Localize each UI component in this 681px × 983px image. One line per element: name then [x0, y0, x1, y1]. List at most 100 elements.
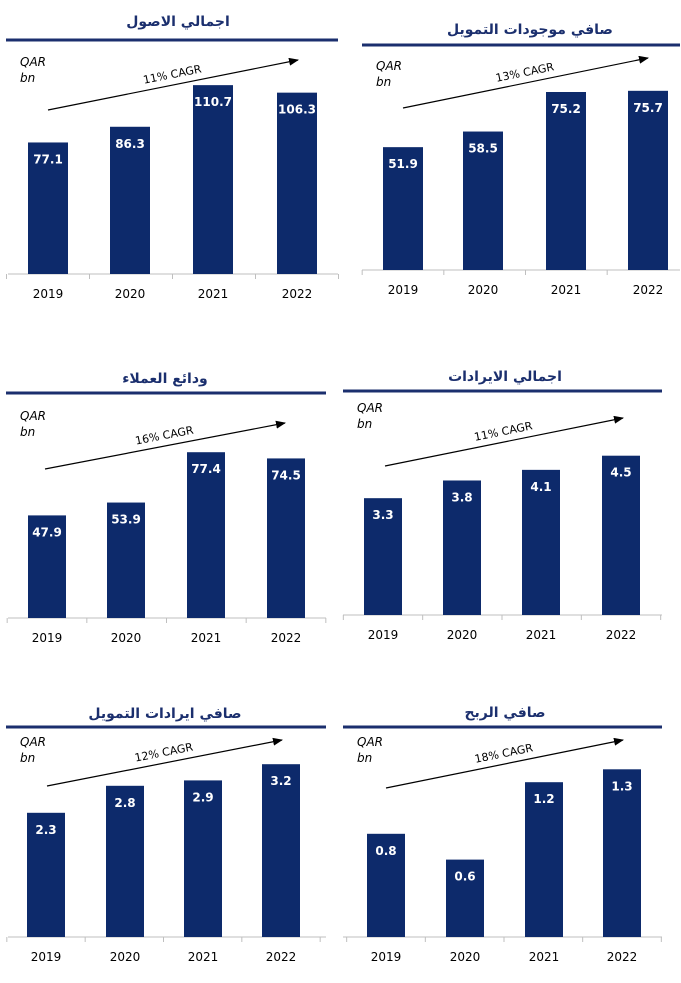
- chart-2-bar: [463, 131, 503, 270]
- chart-3-data-label: 77.4: [191, 462, 221, 476]
- chart-2-bar: [383, 147, 423, 270]
- chart-5-tick-label: 2020: [110, 950, 141, 964]
- chart-4-data-label: 4.5: [610, 466, 631, 480]
- chart-5-bar: [262, 764, 300, 937]
- chart-1-tick-label: 2019: [33, 287, 64, 301]
- chart-2-tick-label: 2021: [551, 283, 582, 297]
- chart-6-unit-line2: bn: [357, 751, 372, 765]
- chart-5-unit-line2: bn: [20, 751, 35, 765]
- chart-2-bar: [546, 92, 586, 270]
- chart-2-data-label: 75.2: [551, 102, 581, 116]
- chart-6-tick-label: 2022: [607, 950, 638, 964]
- chart-4-bar: [522, 469, 560, 615]
- chart-5-title: صافي ايرادات التمويل: [88, 706, 241, 722]
- chart-2-tick-label: 2019: [388, 283, 419, 297]
- chart-1-bar: [193, 85, 233, 274]
- chart-3-title: ودائع العملاء: [122, 371, 208, 387]
- chart-4-bar: [364, 498, 402, 615]
- chart-1-bar: [28, 142, 68, 274]
- chart-6-bar: [446, 859, 484, 937]
- chart-5-tick-label: 2021: [188, 950, 219, 964]
- chart-2-cagr-arrow: [402, 55, 649, 109]
- chart-1-unit-line1: QAR: [20, 55, 46, 69]
- chart-6-tick-label: 2020: [450, 950, 481, 964]
- chart-3-data-label: 74.5: [271, 468, 301, 482]
- chart-6-cagr-arrow: [385, 737, 624, 789]
- chart-1-tick-label: 2022: [282, 287, 313, 301]
- chart-3-bar: [28, 515, 66, 618]
- chart-6-tick-label: 2021: [529, 950, 560, 964]
- chart-6-data-label: 0.8: [375, 844, 396, 858]
- chart-6-unit-line1: QAR: [357, 735, 383, 749]
- chart-4-data-label: 3.3: [372, 508, 393, 522]
- chart-2-data-label: 51.9: [388, 157, 418, 171]
- chart-6-bar: [367, 833, 405, 937]
- chart-5-bar: [184, 780, 222, 937]
- chart-3-data-label: 47.9: [32, 525, 62, 539]
- chart-4-bar: [443, 480, 481, 615]
- chart-6-bar: [603, 769, 641, 937]
- chart-2-title: صافي موجودات التمويل: [447, 22, 613, 38]
- chart-1-tick-label: 2020: [115, 287, 146, 301]
- chart-1-data-label: 110.7: [194, 95, 232, 109]
- chart-4-data-label: 3.8: [451, 490, 472, 504]
- chart-3-tick-label: 2021: [191, 631, 222, 645]
- chart-3-tick-label: 2022: [271, 631, 302, 645]
- chart-4-tick-label: 2021: [526, 628, 557, 642]
- chart-1-bar: [277, 92, 317, 275]
- chart-5-unit-line1: QAR: [20, 735, 46, 749]
- chart-5-data-label: 2.9: [192, 790, 213, 804]
- chart-1-data-label: 106.3: [278, 103, 316, 117]
- chart-2-unit-line2: bn: [376, 75, 391, 89]
- chart-3-bar: [187, 452, 225, 618]
- chart-3-bar: [267, 458, 305, 618]
- chart-4-bar: [602, 455, 640, 615]
- chart-5-cagr-label: 12% CAGR: [134, 740, 195, 764]
- chart-3-cagr-label: 16% CAGR: [134, 424, 195, 448]
- chart-6-data-label: 1.3: [611, 779, 632, 793]
- chart-4-data-label: 4.1: [530, 480, 551, 494]
- chart-3-unit-line1: QAR: [20, 409, 46, 423]
- chart-6-tick-label: 2019: [371, 950, 402, 964]
- chart-1-bar: [110, 126, 150, 274]
- chart-4-unit-line1: QAR: [357, 401, 383, 415]
- chart-1-data-label: 86.3: [115, 137, 145, 151]
- chart-2-data-label: 58.5: [468, 142, 498, 156]
- chart-6-title: صافي الربح: [464, 705, 545, 721]
- chart-5-tick-label: 2019: [31, 950, 62, 964]
- chart-4-tick-label: 2020: [447, 628, 478, 642]
- chart-5-data-label: 2.8: [114, 796, 135, 810]
- chart-3-tick-label: 2019: [32, 631, 63, 645]
- chart-3-cagr-arrow: [44, 420, 286, 470]
- chart-6-data-label: 0.6: [454, 870, 475, 884]
- chart-6-bar: [525, 782, 563, 937]
- chart-1-unit-line2: bn: [20, 71, 35, 85]
- chart-5-cagr-arrow: [46, 737, 283, 787]
- chart-2-cagr-label: 13% CAGR: [495, 60, 556, 85]
- chart-3-data-label: 53.9: [111, 513, 141, 527]
- chart-5-tick-label: 2022: [266, 950, 297, 964]
- chart-4-title: اجمالي الايرادات: [448, 369, 562, 385]
- chart-4-cagr-arrow: [384, 415, 624, 467]
- chart-1-cagr-label: 11% CAGR: [142, 62, 203, 86]
- chart-2-tick-label: 2022: [633, 283, 664, 297]
- chart-6-data-label: 1.2: [533, 792, 554, 806]
- chart-2-unit-line1: QAR: [376, 59, 402, 73]
- chart-1-title: اجمالي الاصول: [126, 14, 230, 30]
- chart-5-data-label: 3.2: [270, 774, 291, 788]
- chart-4-tick-label: 2019: [368, 628, 399, 642]
- chart-6-cagr-label: 18% CAGR: [474, 741, 535, 766]
- chart-2-tick-label: 2020: [468, 283, 499, 297]
- chart-3-unit-line2: bn: [20, 425, 35, 439]
- chart-2-data-label: 75.7: [633, 101, 663, 115]
- chart-1-data-label: 77.1: [33, 152, 63, 166]
- chart-4-tick-label: 2022: [606, 628, 637, 642]
- chart-3-bar: [107, 502, 145, 618]
- chart-1-cagr-arrow: [47, 57, 299, 111]
- chart-5-data-label: 2.3: [35, 823, 56, 837]
- chart-3-tick-label: 2020: [111, 631, 142, 645]
- chart-4-unit-line2: bn: [357, 417, 372, 431]
- chart-5-bar: [106, 785, 144, 937]
- chart-1-tick-label: 2021: [198, 287, 229, 301]
